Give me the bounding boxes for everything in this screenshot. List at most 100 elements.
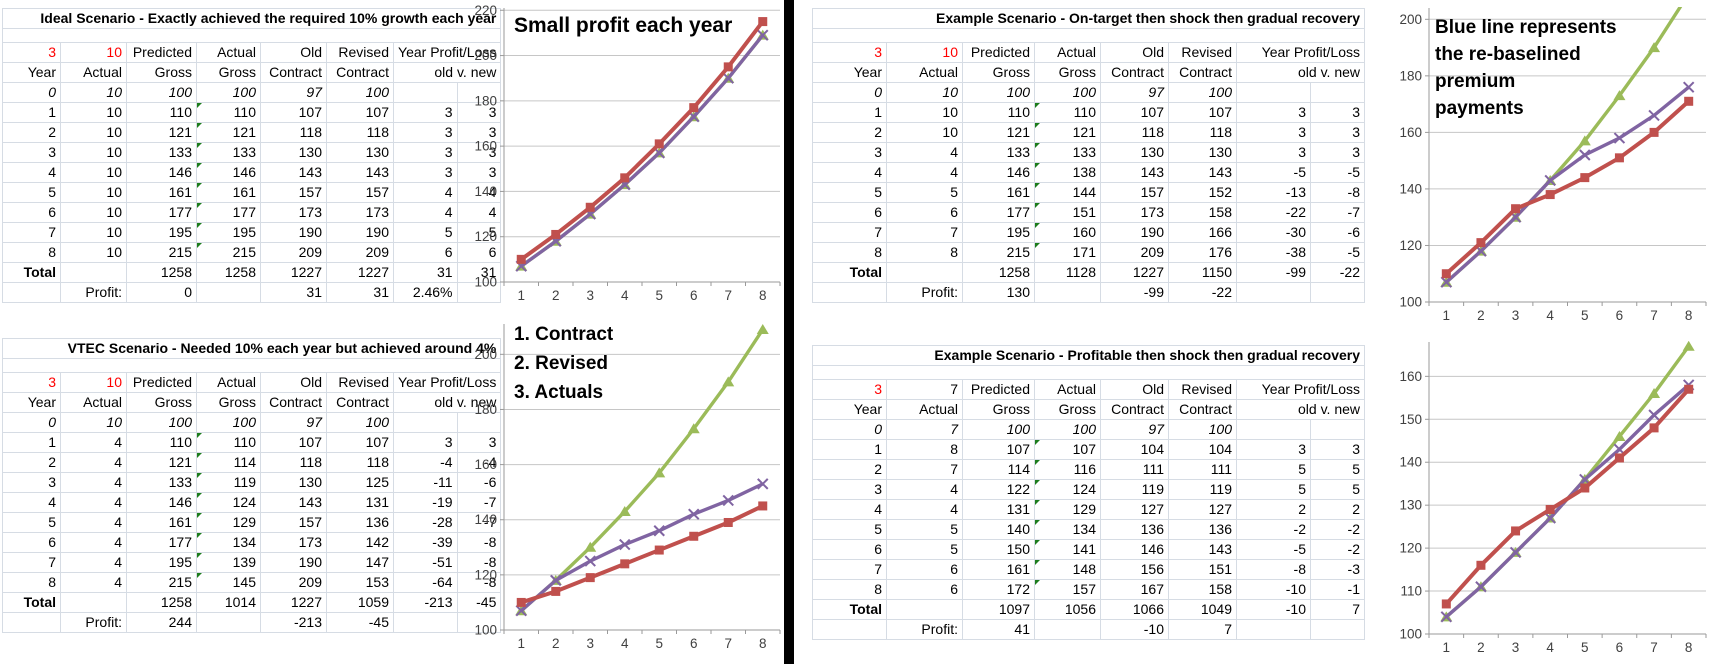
cell[interactable]: 10 [60, 182, 127, 203]
cell[interactable]: 100 [326, 412, 394, 433]
cell[interactable]: 3 [2, 142, 61, 163]
cell[interactable]: 100 [1168, 82, 1237, 103]
total-value[interactable]: 1227 [1100, 262, 1169, 283]
cell[interactable]: 8 [812, 579, 887, 600]
cell[interactable]: 138 [1034, 162, 1101, 183]
total-value[interactable]: 31 [393, 262, 458, 283]
profit-value-old[interactable]: -10 [1100, 619, 1169, 640]
cell[interactable]: 127 [1100, 499, 1169, 520]
cell[interactable]: 100 [126, 82, 197, 103]
cell[interactable]: 110 [126, 102, 197, 123]
cell[interactable]: 5 [812, 182, 887, 203]
cell[interactable] [393, 412, 458, 433]
cell[interactable]: -30 [1236, 222, 1311, 243]
cell[interactable]: 157 [326, 182, 394, 203]
cell[interactable]: 158 [1168, 202, 1237, 223]
cell[interactable]: 143 [326, 162, 394, 183]
cell[interactable]: 145 [196, 572, 261, 593]
total-value[interactable]: 7 [1310, 599, 1365, 620]
cell[interactable]: -51 [393, 552, 458, 573]
cell[interactable]: 8 [886, 439, 963, 460]
cell[interactable]: 119 [1100, 479, 1169, 500]
cell[interactable]: 3 [1236, 142, 1311, 163]
cell[interactable]: 118 [1100, 122, 1169, 143]
cell[interactable]: -3 [1310, 559, 1365, 580]
cell[interactable] [1034, 619, 1101, 640]
cell[interactable]: -6 [456, 472, 502, 493]
cell[interactable]: 215 [126, 572, 197, 593]
cell[interactable]: 134 [196, 532, 261, 553]
cell[interactable]: 119 [1168, 479, 1237, 500]
cell[interactable]: 129 [196, 512, 261, 533]
cell[interactable]: 10 [886, 102, 963, 123]
chart-canvas[interactable]: 100 120 140 160 180 200 220 1 2 3 4 5 6 7 8 [458, 0, 788, 312]
cell[interactable]: 156 [1100, 559, 1169, 580]
cell[interactable]: 110 [962, 102, 1035, 123]
cell[interactable]: 4 [60, 432, 127, 453]
cell[interactable]: 136 [326, 512, 394, 533]
cell[interactable]: -38 [1236, 242, 1311, 263]
cell[interactable]: 195 [962, 222, 1035, 243]
total-value[interactable]: -10 [1236, 599, 1311, 620]
cell[interactable] [812, 619, 887, 640]
cell[interactable]: 4 [2, 492, 61, 513]
cell[interactable]: 4 [886, 142, 963, 163]
total-value[interactable]: 1227 [260, 592, 327, 613]
cell[interactable] [1310, 82, 1365, 103]
profit-value-old[interactable]: -99 [1100, 282, 1169, 303]
cell[interactable] [886, 599, 963, 620]
cell[interactable]: 5 [393, 222, 458, 243]
cell[interactable]: 3 [1310, 102, 1365, 123]
cell[interactable]: 1 [812, 439, 887, 460]
chart-annotation[interactable]: Small profit each year [514, 12, 732, 39]
cell[interactable]: 0 [2, 82, 61, 103]
cell[interactable]: -4 [393, 452, 458, 473]
series-old-contract[interactable] [1440, 341, 1695, 622]
cell[interactable] [60, 592, 127, 613]
cell[interactable]: 209 [260, 572, 327, 593]
cell[interactable]: 157 [1100, 182, 1169, 203]
cell[interactable]: 147 [326, 552, 394, 573]
cell[interactable]: -5 [1236, 539, 1311, 560]
total-value[interactable]: -22 [1310, 262, 1365, 283]
chart-canvas[interactable]: 100 120 140 160 180 200 1 2 3 4 5 6 7 8 [1393, 0, 1712, 330]
cell[interactable] [60, 262, 127, 283]
cell[interactable]: 100 [1034, 419, 1101, 440]
cell[interactable]: 133 [196, 142, 261, 163]
cell[interactable]: 10 [60, 242, 127, 263]
profit-value-predicted[interactable]: 0 [126, 282, 197, 303]
cell[interactable]: 8 [2, 572, 61, 593]
cell[interactable]: 100 [1034, 82, 1101, 103]
cell[interactable]: -2 [1310, 519, 1365, 540]
cell[interactable]: 3 [1236, 122, 1311, 143]
cell[interactable]: 3 [1310, 439, 1365, 460]
cell[interactable]: 160 [1034, 222, 1101, 243]
cell[interactable]: 190 [260, 552, 327, 573]
cell[interactable]: 111 [1100, 459, 1169, 480]
cell[interactable]: 10 [60, 122, 127, 143]
cell[interactable]: 97 [1100, 82, 1169, 103]
cell[interactable]: 131 [326, 492, 394, 513]
cell[interactable]: -64 [393, 572, 458, 593]
cell[interactable]: 146 [1100, 539, 1169, 560]
total-value[interactable]: 1056 [1034, 599, 1101, 620]
total-value[interactable]: 1258 [126, 592, 197, 613]
corner-param-2[interactable]: 7 [886, 379, 963, 400]
cell[interactable]: 107 [962, 439, 1035, 460]
cell[interactable]: 130 [1168, 142, 1237, 163]
cell[interactable]: 3 [1310, 142, 1365, 163]
cell[interactable]: 6 [2, 202, 61, 223]
cell[interactable]: -22 [1236, 202, 1311, 223]
cell[interactable]: 134 [1034, 519, 1101, 540]
cell[interactable]: 4 [886, 499, 963, 520]
corner-param-2[interactable]: 10 [60, 372, 127, 393]
series-actual-gross[interactable] [1441, 384, 1694, 609]
cell[interactable]: 122 [962, 479, 1035, 500]
cell[interactable]: 136 [1100, 519, 1169, 540]
cell[interactable]: 6 [812, 202, 887, 223]
cell[interactable]: 215 [962, 242, 1035, 263]
series-revised-contract[interactable] [1440, 81, 1695, 288]
cell[interactable]: 8 [812, 242, 887, 263]
cell[interactable]: -8 [1236, 559, 1311, 580]
cell[interactable]: 10 [60, 102, 127, 123]
